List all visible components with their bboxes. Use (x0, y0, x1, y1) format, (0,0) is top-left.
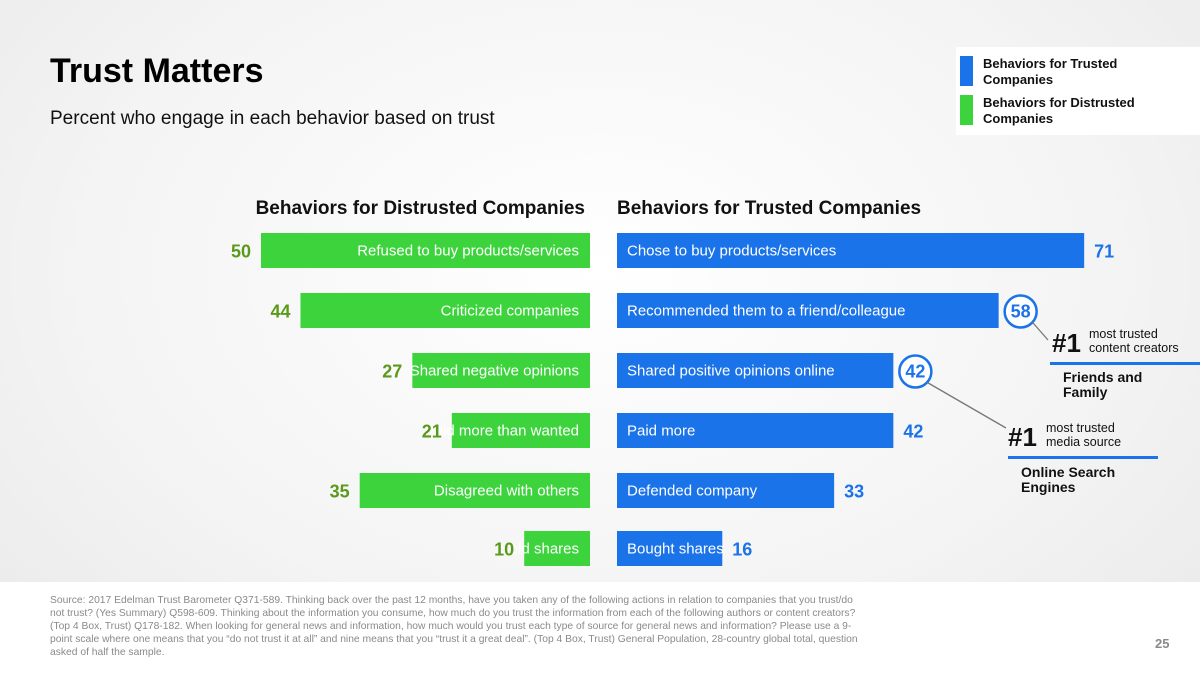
bar-label-distrusted: Paid more than wanted (425, 423, 579, 440)
value-label-distrusted: 50 (231, 242, 251, 262)
value-label-trusted: 42 (903, 422, 923, 442)
value-label-distrusted: 27 (382, 362, 402, 382)
bar-distrusted (412, 353, 590, 388)
callout-line: content creators (1089, 341, 1179, 355)
value-label-distrusted: 44 (270, 302, 290, 322)
callout-line: most trusted (1046, 421, 1115, 435)
bar-label-trusted: Shared positive opinions online (627, 363, 835, 380)
callout-line: most trusted (1089, 327, 1158, 341)
bar-label-trusted: Paid more (627, 423, 695, 440)
bar-trusted (617, 531, 723, 566)
bar-distrusted (359, 473, 590, 508)
callout-underline (1008, 456, 1158, 459)
callout-line: media source (1046, 435, 1121, 449)
footer: Source: 2017 Edelman Trust Barometer Q37… (0, 582, 1200, 675)
value-label-trusted: 33 (844, 482, 864, 502)
legend-label-distrusted: Behaviors for Distrusted Companies (983, 95, 1135, 126)
value-label-trusted: 58 (1011, 302, 1031, 322)
legend-item-trusted: Behaviors for Trusted Companies (960, 56, 1153, 88)
value-label-distrusted: 35 (330, 482, 350, 502)
bar-trusted (617, 293, 999, 328)
bar-label-distrusted: Shared negative opinions (410, 363, 579, 380)
callout-source: Online Search (1021, 464, 1115, 480)
bar-label-trusted: Bought shares (627, 541, 724, 558)
bar-trusted (617, 413, 894, 448)
value-highlight-circle (1003, 294, 1038, 329)
slide-subtitle: Percent who engage in each behavior base… (50, 108, 495, 129)
slide-title: Trust Matters (50, 52, 264, 90)
value-label-trusted: 42 (905, 362, 925, 382)
value-highlight-circle (898, 354, 933, 389)
bar-chart: Behaviors for Distrusted Companies Behavi… (231, 198, 1200, 566)
bar-trusted (617, 353, 894, 388)
bar-label-distrusted: Criticized companies (441, 303, 579, 320)
callout-underline (1050, 362, 1200, 365)
callout-rank: #1 (1008, 422, 1037, 452)
callout-connector (927, 381, 1007, 429)
legend-label-trusted: Behaviors for Trusted Companies (983, 56, 1118, 87)
legend: Behaviors for Trusted Companies Behavior… (956, 47, 1200, 135)
value-label-distrusted: 21 (422, 422, 442, 442)
bar-label-trusted: Chose to buy products/services (627, 243, 836, 260)
bar-trusted (617, 233, 1085, 268)
bar-distrusted (524, 531, 590, 566)
page-number: 25 (1155, 636, 1170, 651)
value-label-distrusted: 10 (494, 540, 514, 560)
bar-label-distrusted: Refused to buy products/services (357, 243, 579, 260)
bar-distrusted (261, 233, 590, 268)
bar-label-trusted: Defended company (627, 483, 758, 500)
callout-connector (1032, 322, 1049, 341)
callout-source: Engines (1021, 479, 1076, 495)
bar-label-trusted: Recommended them to a friend/colleague (627, 303, 906, 320)
bar-distrusted (451, 413, 590, 448)
panel-heading-distrusted: Behaviors for Distrusted Companies (256, 198, 585, 219)
bar-distrusted (300, 293, 590, 328)
legend-swatch-distrusted (960, 95, 973, 125)
bar-trusted (617, 473, 835, 508)
bar-label-distrusted: Disagreed with others (434, 483, 579, 500)
value-label-trusted: 16 (732, 540, 752, 560)
bar-label-distrusted: Sold shares (500, 541, 579, 558)
source-note: Source: 2017 Edelman Trust Barometer Q37… (50, 595, 858, 658)
callout-rank: #1 (1052, 328, 1081, 358)
legend-item-distrusted: Behaviors for Distrusted Companies (960, 95, 1153, 127)
callout-source: Friends and (1063, 369, 1142, 385)
value-label-trusted: 71 (1094, 242, 1114, 262)
panel-heading-trusted: Behaviors for Trusted Companies (617, 198, 921, 219)
callout-source: Family (1063, 384, 1108, 400)
legend-swatch-trusted (960, 56, 973, 86)
